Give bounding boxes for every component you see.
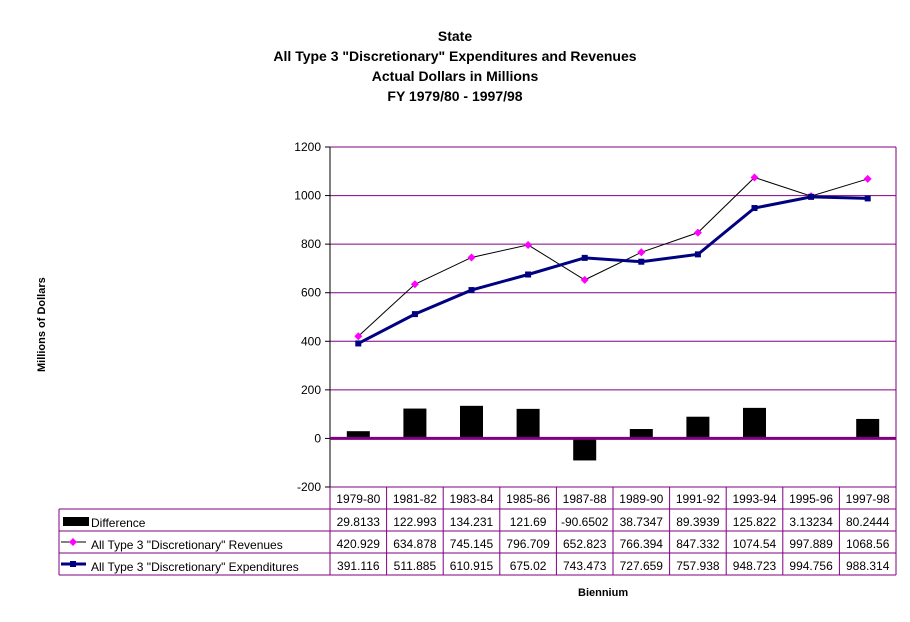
legend-label-expenditures: All Type 3 "Discretionary" Expenditures xyxy=(91,560,299,574)
table-cell: 80.2444 xyxy=(846,515,890,529)
x-category-label: 1997-98 xyxy=(846,492,890,506)
bar-difference xyxy=(629,429,653,439)
point-revenues xyxy=(410,280,419,289)
point-expenditures xyxy=(525,271,532,278)
y-tick-label: 1200 xyxy=(294,140,321,154)
x-category-label: 1985-86 xyxy=(506,492,550,506)
table-cell: 757.938 xyxy=(676,559,720,573)
table-cell: 38.7347 xyxy=(620,515,664,529)
point-expenditures xyxy=(751,205,758,212)
bar-difference xyxy=(686,416,710,439)
chart-title-line-4: FY 1979/80 - 1997/98 xyxy=(387,88,523,104)
table-cell: 766.394 xyxy=(620,537,664,551)
point-revenues xyxy=(637,248,646,257)
line-expenditures xyxy=(357,195,868,345)
table-cell: 391.116 xyxy=(337,559,380,573)
chart-title-line-2: All Type 3 "Discretionary" Expenditures … xyxy=(273,48,637,64)
y-tick-label: 0 xyxy=(314,431,321,445)
y-tick-label: 600 xyxy=(301,286,321,300)
line-revenues xyxy=(357,176,868,337)
table-cell: 948.723 xyxy=(733,559,777,573)
point-expenditures xyxy=(468,287,475,294)
table-cell: 420.929 xyxy=(337,537,381,551)
x-category-label: 1981-82 xyxy=(393,492,437,506)
point-expenditures xyxy=(355,340,362,347)
point-expenditures xyxy=(694,251,701,258)
table-cell: 121.69 xyxy=(510,515,547,529)
table-cell: 125.822 xyxy=(733,515,777,529)
point-revenues xyxy=(693,228,702,237)
x-category-label: 1989-90 xyxy=(619,492,663,506)
bar-difference xyxy=(516,408,540,439)
table-cell: 988.314 xyxy=(846,559,890,573)
table-cell: 652.823 xyxy=(563,537,607,551)
table-cell: 3.13234 xyxy=(789,515,833,529)
point-revenues xyxy=(580,275,589,284)
legend-key-expenditures-marker xyxy=(70,561,76,567)
x-category-label: 1987-88 xyxy=(563,492,607,506)
table-cell: 727.659 xyxy=(620,559,664,573)
point-expenditures xyxy=(808,193,815,200)
point-revenues xyxy=(524,240,533,249)
x-category-label: 1991-92 xyxy=(676,492,720,506)
x-category-label: 1979-80 xyxy=(336,492,380,506)
chart-title: State All Type 3 "Discretionary" Expendi… xyxy=(0,26,910,106)
y-tick-label: 800 xyxy=(301,237,321,251)
table-cell: 743.473 xyxy=(563,559,607,573)
legend-label-difference: Difference xyxy=(91,516,146,530)
table-cell: 994.756 xyxy=(789,559,833,573)
point-expenditures xyxy=(864,195,871,202)
bar-difference xyxy=(346,431,370,439)
table-cell: 610.915 xyxy=(450,559,494,573)
table-cell: 745.145 xyxy=(450,537,494,551)
table-cell: 796.709 xyxy=(506,537,550,551)
legend-key-revenues-marker xyxy=(69,538,77,546)
bar-difference xyxy=(403,408,427,439)
table-cell: 122.993 xyxy=(393,515,437,529)
table-cell: 134.231 xyxy=(450,515,494,529)
x-category-label: 1993-94 xyxy=(732,492,776,506)
point-revenues xyxy=(750,173,759,182)
table-cell: -90.6502 xyxy=(561,515,609,529)
point-revenues xyxy=(863,174,872,183)
table-cell: 675.02 xyxy=(510,559,547,573)
table-cell: 997.889 xyxy=(789,537,833,551)
chart-title-line-1: State xyxy=(437,28,473,44)
bar-difference xyxy=(856,418,880,439)
bar-difference xyxy=(460,405,483,439)
legend-key-difference xyxy=(63,517,89,526)
y-tick-label: 1000 xyxy=(294,189,321,203)
table-cell: 847.332 xyxy=(676,537,720,551)
point-revenues xyxy=(467,253,476,262)
table-cell: 511.885 xyxy=(394,559,437,573)
x-axis-label: Biennium xyxy=(578,587,629,599)
chart-title-line-3: Actual Dollars in Millions xyxy=(371,68,539,84)
y-tick-label: 400 xyxy=(301,334,321,348)
table-cell: 1074.54 xyxy=(733,537,777,551)
table-cell: 634.878 xyxy=(393,537,437,551)
point-expenditures xyxy=(581,254,588,261)
x-category-label: 1983-84 xyxy=(449,492,493,506)
legend-label-revenues: All Type 3 "Discretionary" Revenues xyxy=(91,538,283,552)
bar-difference xyxy=(743,407,766,439)
point-expenditures xyxy=(638,258,645,265)
y-tick-label: 200 xyxy=(301,383,321,397)
table-cell: 29.8133 xyxy=(337,515,381,529)
x-category-label: 1995-96 xyxy=(789,492,833,506)
bar-difference xyxy=(573,438,597,461)
y-tick-label: -200 xyxy=(297,480,321,494)
table-cell: 89.3939 xyxy=(676,515,720,529)
point-expenditures xyxy=(411,311,418,318)
point-revenues xyxy=(354,332,363,341)
table-cell: 1068.56 xyxy=(846,537,890,551)
